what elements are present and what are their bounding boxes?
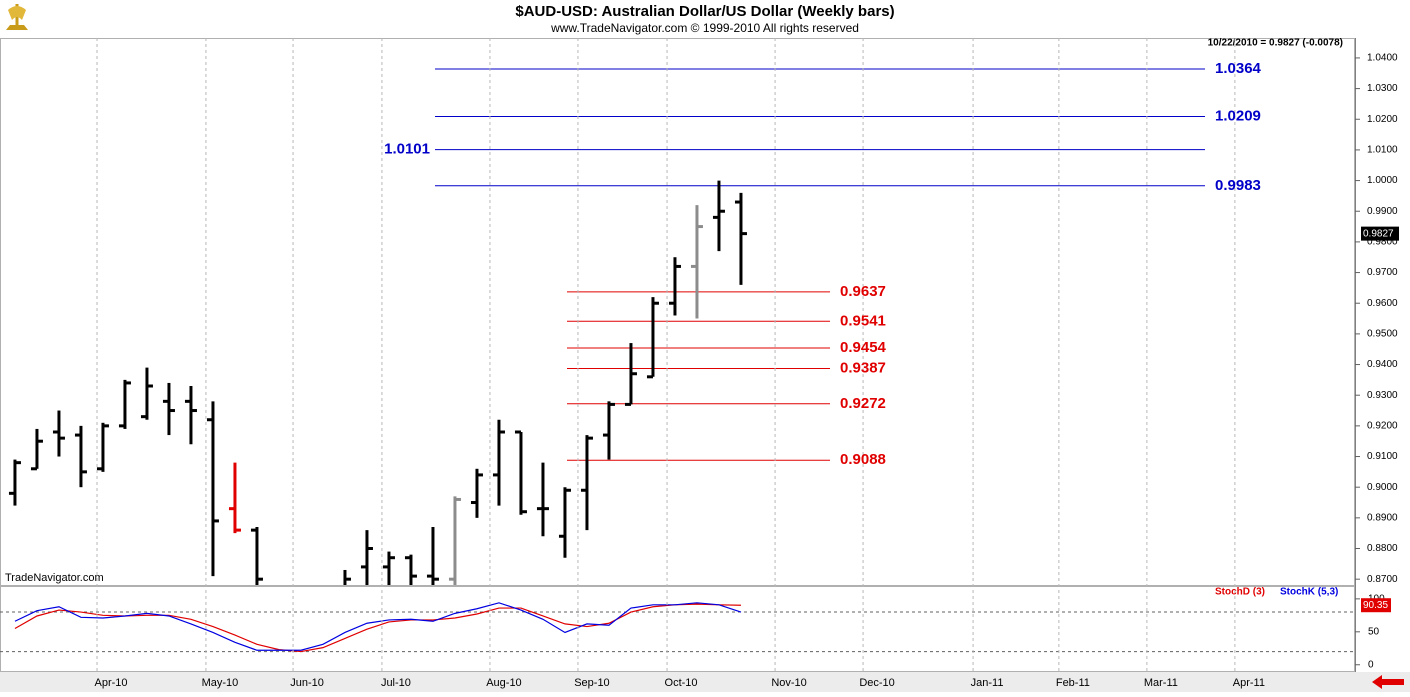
- y-tick-label: 0: [1368, 659, 1374, 670]
- y-tick-label: 1.0200: [1367, 114, 1398, 125]
- y-tick-label: 0.9000: [1367, 482, 1398, 493]
- x-tick-label: Sep-10: [574, 677, 609, 689]
- y-tick-label: 0.9600: [1367, 298, 1398, 309]
- last-value-label: 0.9827: [1363, 228, 1394, 239]
- x-axis-bg: [0, 672, 1410, 692]
- y-tick-label: 0.9400: [1367, 359, 1398, 370]
- price-plot: [8, 68, 1205, 585]
- status-text: 10/22/2010 = 0.9827 (-0.0078): [1208, 38, 1343, 49]
- x-tick-label: Apr-10: [95, 677, 128, 689]
- price-level-label: 0.9454: [840, 339, 887, 356]
- price-level-label: 0.9088: [840, 451, 886, 468]
- y-tick-label: 0.9800: [1367, 237, 1398, 248]
- stoch-line: [14, 603, 741, 653]
- last-value-label: 90.35: [1363, 600, 1388, 611]
- x-tick-label: Nov-10: [771, 677, 806, 689]
- x-tick-label: Jan-11: [971, 677, 1004, 689]
- price-level-label: 0.9272: [840, 395, 886, 412]
- y-tick-label: 50: [1368, 626, 1380, 637]
- chart-title: $AUD-USD: Australian Dollar/US Dollar (W…: [515, 3, 894, 20]
- y-tick-label: 0.9700: [1367, 267, 1398, 278]
- header-bg: [0, 0, 1410, 38]
- chart-subtitle: www.TradeNavigator.com © 1999-2010 All r…: [550, 21, 859, 35]
- y-tick-label: 1.0100: [1367, 145, 1398, 156]
- y-tick-label: 0.9900: [1367, 206, 1398, 217]
- scroll-arrow[interactable]: [1372, 675, 1404, 689]
- y-tick-label: 1.0300: [1367, 83, 1398, 94]
- price-panel-frame: [0, 38, 1355, 586]
- price-level-label: 0.9541: [840, 312, 886, 329]
- x-tick-label: Apr-11: [1233, 677, 1265, 689]
- stoch-plot: [0, 602, 1355, 653]
- x-tick-label: May-10: [202, 677, 239, 689]
- y-tick-label: 0.9300: [1367, 390, 1398, 401]
- x-tick-label: Feb-11: [1056, 677, 1090, 689]
- x-tick-label: Aug-10: [486, 677, 521, 689]
- watermark: TradeNavigator.com: [5, 572, 104, 584]
- x-tick-label: Jun-10: [290, 677, 324, 689]
- x-tick-label: Dec-10: [859, 677, 894, 689]
- price-level-label: 0.9983: [1215, 177, 1261, 194]
- price-level-label: 1.0364: [1215, 60, 1262, 77]
- y-tick-label: 1.0400: [1367, 53, 1398, 64]
- price-level-label: 1.0101: [384, 141, 430, 158]
- stoch-panel-frame: [0, 586, 1355, 672]
- x-tick-label: Mar-11: [1144, 677, 1178, 689]
- y-tick-label: 0.8900: [1367, 512, 1398, 523]
- last-value-box: [1361, 226, 1399, 241]
- legend-entry: StochK (5,3): [1280, 587, 1338, 598]
- y-tick-label: 0.8800: [1367, 543, 1398, 554]
- price-level-label: 0.9387: [840, 359, 886, 376]
- y-tick-label: 0.9500: [1367, 329, 1398, 340]
- x-tick-label: Oct-10: [665, 677, 698, 689]
- price-level-label: 0.9637: [840, 283, 886, 300]
- price-level-label: 1.0209: [1215, 107, 1261, 124]
- x-tick-label: Jul-10: [381, 677, 411, 689]
- last-value-box: [1361, 598, 1391, 613]
- y-tick-label: 1.0000: [1367, 175, 1398, 186]
- y-tick-label: 0.9100: [1367, 451, 1398, 462]
- stoch-line: [14, 602, 742, 651]
- logo: [6, 4, 28, 30]
- y-tick-label: 0.9200: [1367, 421, 1398, 432]
- legend-entry: StochD (3): [1215, 587, 1265, 598]
- y-tick-label: 0.8700: [1367, 574, 1398, 585]
